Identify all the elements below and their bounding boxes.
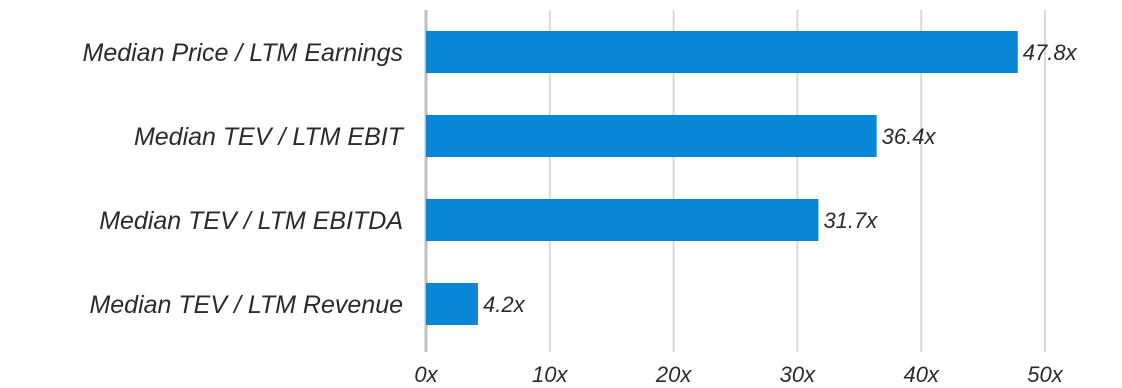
bar-0 [426,31,1018,73]
category-label-1: Median TEV / LTM EBIT [134,123,405,151]
tick-label-20: 20x [655,362,692,387]
category-labels: Median Price / LTM Earnings Median TEV / … [83,39,405,319]
category-label-2: Median TEV / LTM EBITDA [99,207,403,235]
bars [426,31,1018,325]
bar-1 [426,115,877,157]
value-labels: 47.8x 36.4x 31.7x 4.2x [483,40,1078,317]
tick-label-40: 40x [903,362,939,387]
x-axis-tick-labels: 0x 10x 20x 30x 40x 50x [414,362,1063,387]
bar-3 [426,283,478,325]
tick-label-50: 50x [1027,362,1063,387]
tick-label-30: 30x [780,362,816,387]
value-label-2: 31.7x [823,208,878,233]
category-label-0: Median Price / LTM Earnings [83,39,404,67]
value-label-0: 47.8x [1023,40,1078,65]
bar-2 [426,199,819,241]
value-label-1: 36.4x [882,124,937,149]
value-label-3: 4.2x [483,292,526,317]
tick-label-0: 0x [414,362,438,387]
tick-label-10: 10x [532,362,568,387]
category-label-3: Median TEV / LTM Revenue [89,291,403,319]
